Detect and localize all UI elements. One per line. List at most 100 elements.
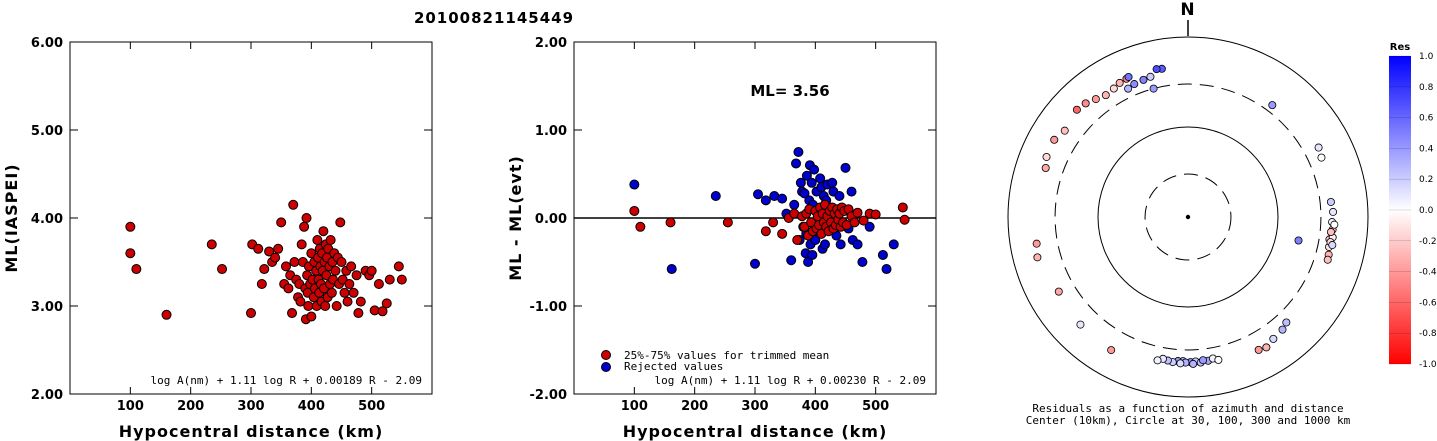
rejected-point	[888, 239, 899, 250]
data-point	[259, 264, 270, 275]
rejected-point	[815, 173, 826, 184]
data-point	[303, 301, 314, 311]
station-point	[1107, 346, 1116, 355]
data-point	[125, 221, 136, 232]
station-point	[1278, 325, 1287, 334]
axis-ticks: 100 200 300 400 500 2.00 3.00 4.00 5.00 6.00	[31, 36, 432, 414]
legend-label-rejected: Rejected values	[624, 360, 723, 373]
data-point	[280, 261, 291, 272]
station-point	[1152, 65, 1161, 74]
data-point	[396, 274, 407, 285]
data-point	[256, 279, 267, 289]
event-magnitude-label: ML= 3.56	[750, 82, 829, 100]
x-tick-label: 300	[237, 399, 264, 414]
rejected-point	[753, 189, 764, 200]
x-tick-label: 200	[681, 399, 708, 414]
rejected-point	[801, 170, 812, 181]
rejected-point	[666, 264, 677, 275]
azimuth-residual-panel: N Residuals as a function of azimuth and…	[1007, 0, 1369, 427]
data-point	[366, 265, 377, 276]
rejected-point	[793, 147, 804, 157]
data-point	[870, 209, 881, 220]
colorbar-tick-label: 1.0	[1419, 52, 1434, 62]
data-point	[348, 287, 359, 298]
data-point	[270, 252, 281, 263]
epicenter-dot	[1185, 214, 1191, 220]
data-point	[353, 308, 364, 319]
data-point	[289, 257, 300, 267]
x-axis-label: Hypocentral distance (km)	[119, 422, 384, 441]
ring-1000km	[1007, 36, 1369, 398]
data-point	[792, 235, 803, 245]
data-point	[355, 296, 366, 307]
legend-marker-trimmed-mean	[601, 350, 611, 360]
colorbar-tick-label: 0.4	[1419, 144, 1434, 154]
station-point	[1091, 95, 1100, 104]
y-tick-label: 0.00	[535, 212, 567, 227]
rejected-point	[881, 264, 892, 275]
x-tick-label: 500	[862, 399, 889, 414]
x-tick-label: 400	[802, 399, 829, 414]
caption-line-1: Residuals as a function of azimuth and d…	[1032, 402, 1343, 415]
station-point	[1139, 75, 1148, 84]
y-tick-label: 6.00	[31, 36, 63, 51]
station-point	[1054, 287, 1063, 296]
data-point	[373, 279, 384, 289]
distance-rings	[1007, 36, 1369, 398]
data-point	[377, 306, 388, 317]
data-point	[335, 217, 346, 228]
station-point	[1050, 135, 1059, 144]
station-point	[1314, 143, 1323, 152]
data-point	[131, 264, 142, 275]
rejected-point	[835, 239, 846, 250]
data-point	[161, 309, 172, 320]
colorbar-gradient	[1389, 56, 1411, 364]
rejected-point	[806, 177, 817, 188]
data-point	[722, 217, 733, 228]
ml-residual-panel: 100 200 300 400 500 -2.00 -1.00 0.00 1.00 2.00 ML…	[506, 36, 937, 441]
ring-300km	[1054, 83, 1322, 351]
station-point	[1149, 84, 1158, 93]
data-point	[299, 221, 310, 232]
data-point	[897, 202, 908, 213]
data-point	[393, 261, 404, 272]
x-tick-label: 100	[117, 399, 144, 414]
rejected-point	[760, 195, 771, 206]
legend-marker-rejected	[601, 362, 611, 372]
data-point	[342, 296, 353, 307]
station-point	[1329, 207, 1338, 216]
station-point	[1060, 126, 1069, 135]
x-tick-label: 500	[358, 399, 385, 414]
data-point	[217, 264, 228, 275]
data-point	[273, 243, 284, 254]
x-tick-label: 100	[621, 399, 648, 414]
data-point	[849, 217, 860, 228]
rejected-point	[750, 258, 760, 269]
data-point	[125, 248, 136, 259]
station-point	[1153, 356, 1162, 365]
x-tick-label: 300	[741, 399, 768, 414]
rejected-point	[846, 186, 857, 197]
station-point	[1214, 355, 1223, 364]
station-point	[1189, 359, 1198, 368]
station-point	[1328, 241, 1337, 250]
station-point	[1269, 334, 1278, 343]
data-point	[288, 199, 299, 210]
rejected-point	[877, 249, 888, 260]
colorbar-tick-label: -1.0	[1419, 360, 1437, 370]
magnitude-formula: log A(nm) + 1.11 log R + 0.00230 R - 2.0…	[654, 374, 926, 387]
data-point	[287, 308, 298, 319]
rejected-point	[807, 249, 818, 260]
station-points	[1032, 64, 1339, 368]
y-tick-label: -1.00	[530, 300, 567, 315]
y-tick-label: 1.00	[535, 124, 567, 139]
data-point	[320, 301, 331, 311]
data-point	[331, 301, 342, 311]
data-point	[760, 226, 771, 237]
data-point	[768, 217, 779, 228]
data-point	[635, 221, 646, 232]
station-point	[1176, 359, 1185, 368]
station-point	[1199, 356, 1208, 365]
station-point	[1282, 318, 1291, 327]
rejected-point	[786, 255, 797, 266]
